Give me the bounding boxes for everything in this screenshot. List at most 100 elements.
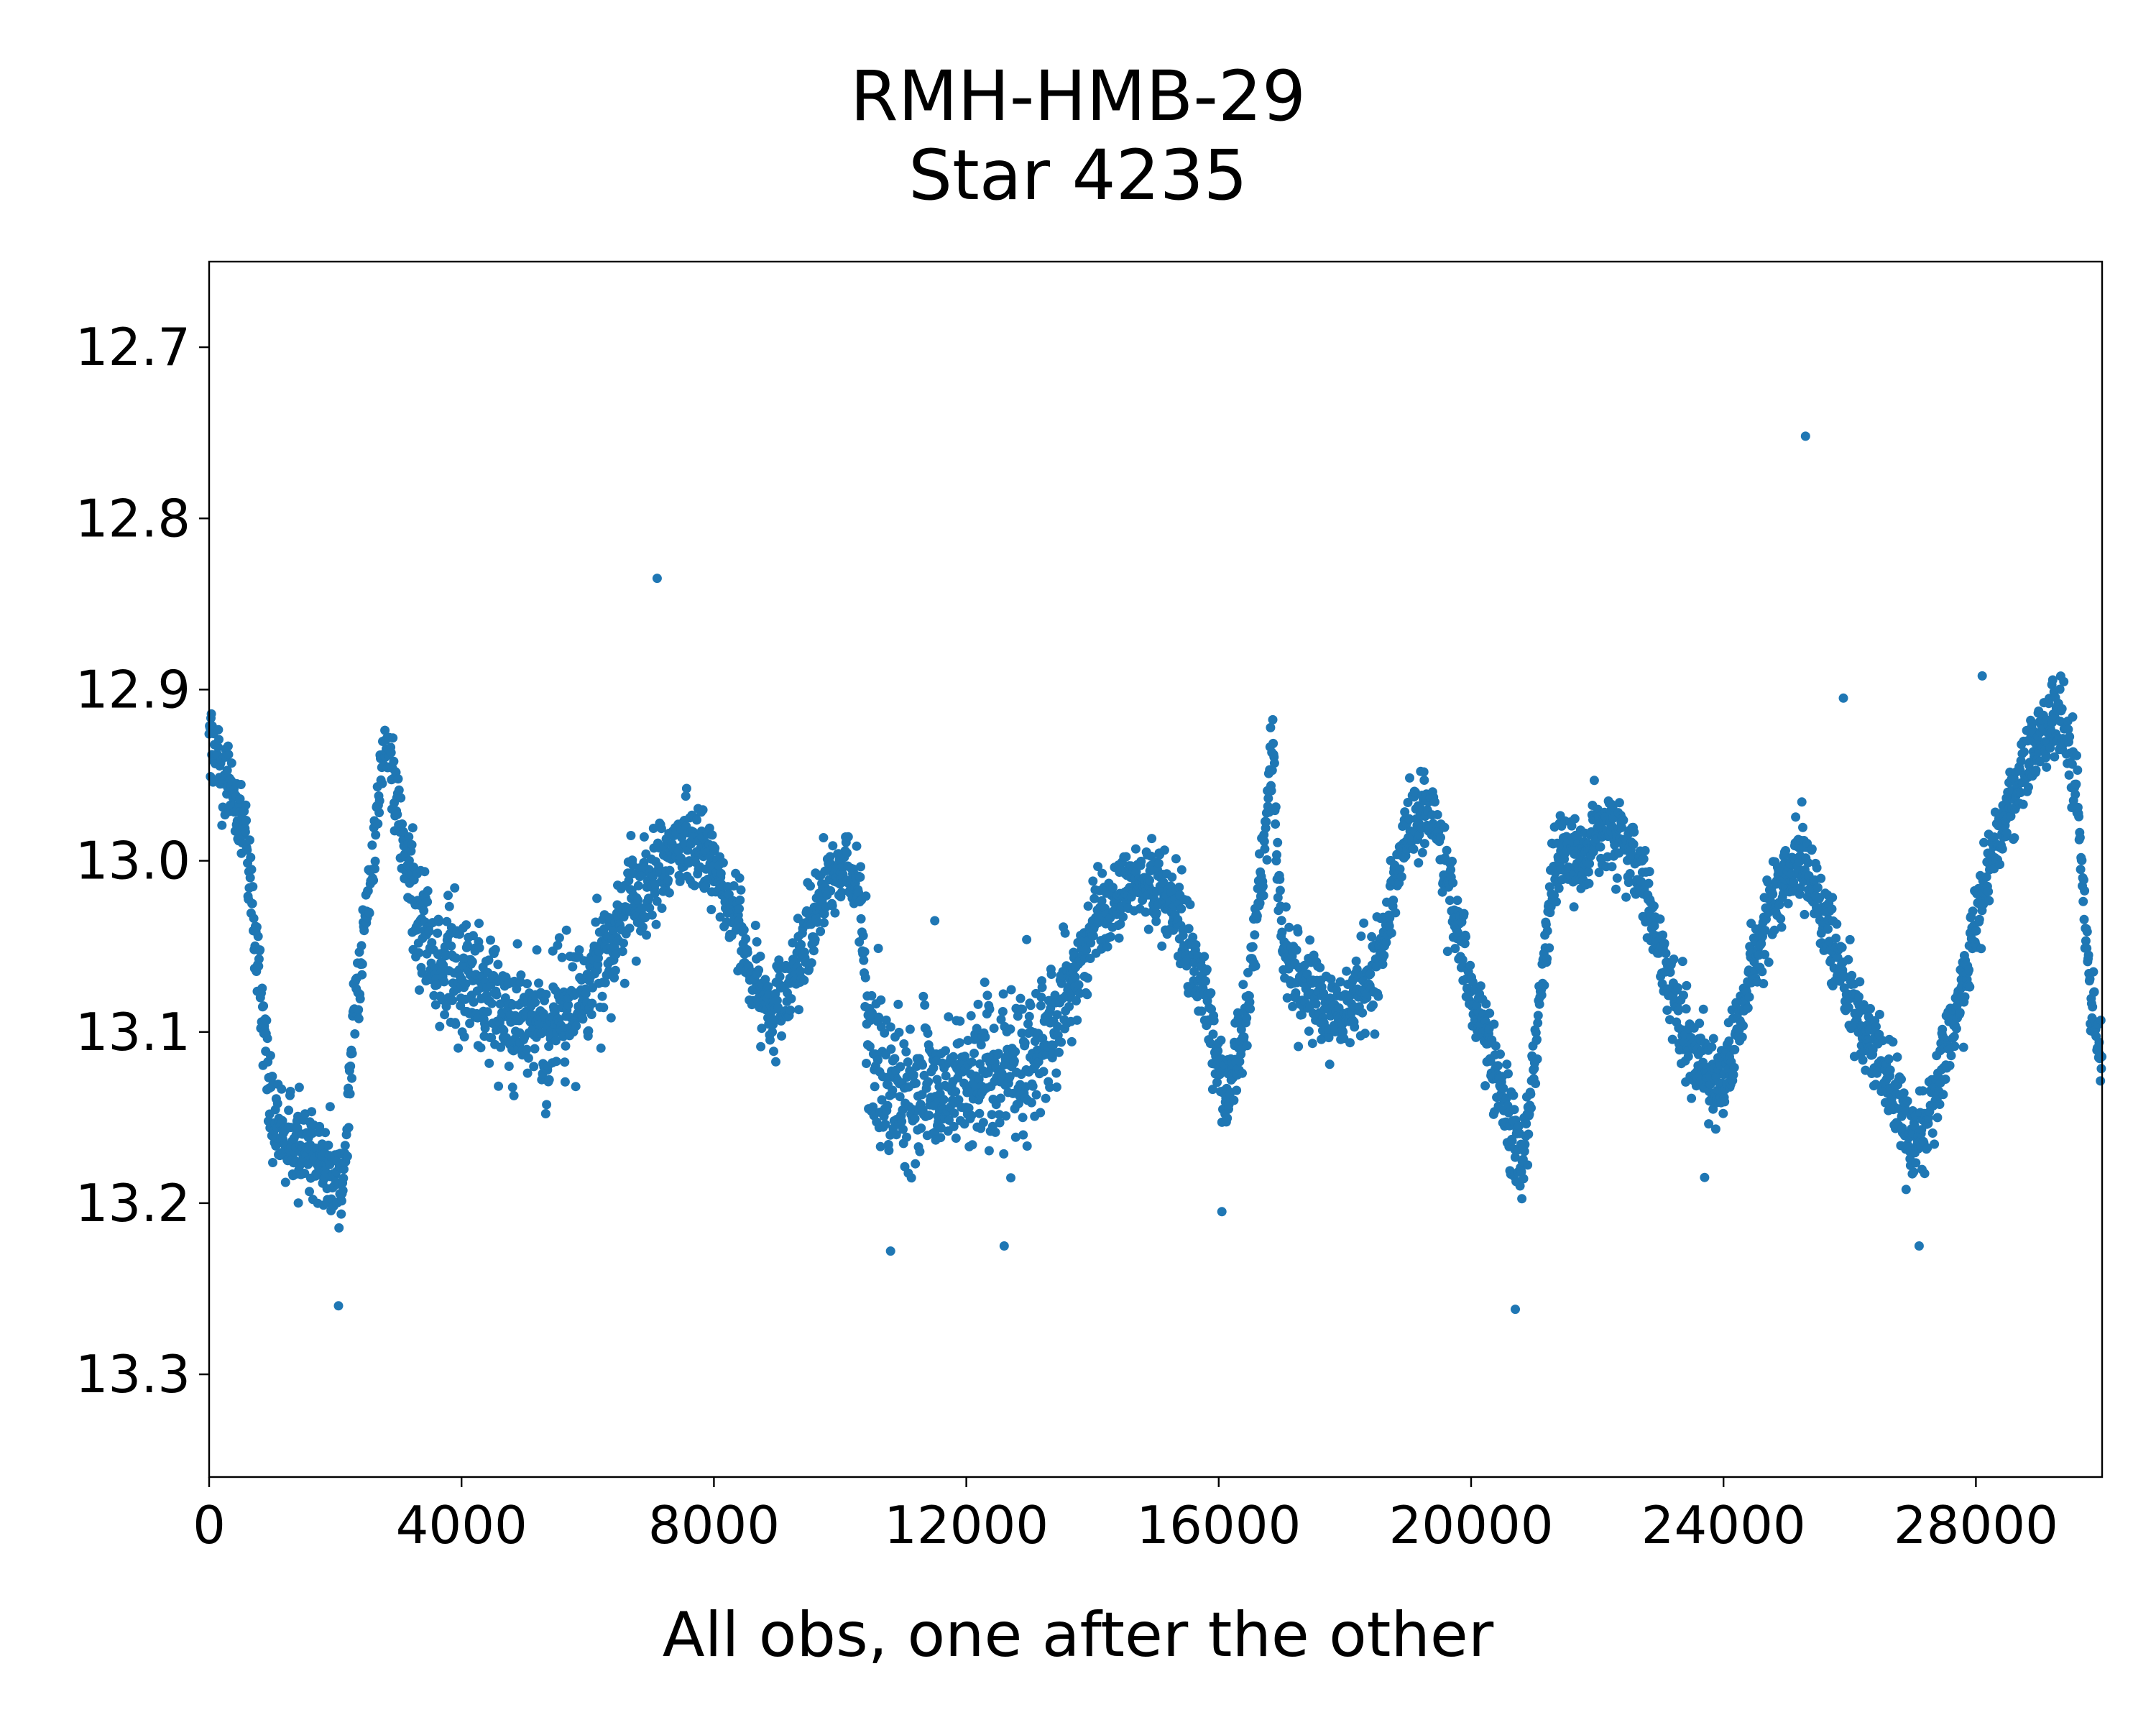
data-point [1088, 931, 1098, 941]
data-point [2047, 675, 2058, 685]
data-point [861, 891, 871, 901]
data-point [1381, 937, 1391, 947]
data-point [1493, 1061, 1503, 1071]
data-point [1920, 1169, 1930, 1179]
data-point [715, 912, 725, 922]
data-point [1519, 1174, 1529, 1184]
data-point [1445, 896, 1455, 906]
data-point [2083, 950, 2093, 960]
data-point [1174, 883, 1184, 892]
data-point [1141, 907, 1151, 917]
data-point [551, 1057, 561, 1067]
data-point [224, 750, 234, 760]
data-point [735, 895, 745, 905]
data-point [987, 1110, 997, 1120]
data-point [786, 1006, 796, 1015]
data-point [441, 1001, 451, 1011]
data-point [910, 1113, 920, 1123]
data-point [1067, 1036, 1077, 1046]
data-point [760, 975, 770, 985]
data-point [799, 975, 809, 985]
data-point [1498, 1083, 1508, 1093]
data-point [936, 1133, 946, 1143]
data-point [1206, 988, 1216, 998]
data-point [941, 1046, 950, 1056]
data-point [1489, 1019, 1499, 1029]
data-point [1037, 983, 1047, 993]
data-point [587, 998, 597, 1008]
data-point [1644, 878, 1654, 888]
x-tick-label: 20000 [1388, 1495, 1553, 1555]
data-point [830, 908, 840, 918]
data-point [1006, 1173, 1015, 1183]
data-point [245, 873, 255, 883]
data-point [1305, 935, 1315, 945]
data-point [769, 1046, 778, 1057]
data-point [542, 1100, 552, 1110]
data-point [949, 1052, 959, 1062]
data-point [554, 933, 564, 943]
data-point [2042, 762, 2052, 772]
data-point [1157, 941, 1167, 951]
data-point [490, 944, 500, 954]
data-point [777, 1031, 786, 1041]
data-point [1345, 1038, 1355, 1048]
data-point [1508, 1090, 1519, 1100]
data-point [692, 815, 701, 825]
data-point [499, 1026, 509, 1036]
data-point [262, 1034, 272, 1044]
data-point [397, 819, 407, 829]
data-point [338, 1173, 349, 1183]
y-tick-label: 13.0 [75, 831, 190, 891]
data-point [755, 952, 765, 961]
data-point [1757, 967, 1767, 977]
data-point [407, 823, 418, 833]
data-point [1271, 802, 1281, 812]
data-point [323, 1140, 333, 1150]
data-point [1964, 965, 1974, 975]
data-point [771, 1057, 780, 1067]
data-point [1159, 845, 1169, 855]
data-point [578, 1014, 588, 1024]
data-point [625, 924, 635, 933]
data-point [1783, 898, 1793, 908]
data-point [1207, 1085, 1217, 1095]
data-point [1569, 902, 1579, 912]
data-point [1897, 1075, 1906, 1085]
data-point [794, 1005, 803, 1015]
data-point [1437, 887, 1447, 897]
data-point [1625, 869, 1635, 878]
data-point [2072, 750, 2081, 760]
data-point [1673, 1006, 1683, 1016]
data-point [419, 906, 429, 916]
data-point [1997, 844, 2007, 854]
data-point [675, 876, 685, 886]
data-point [973, 999, 983, 1009]
data-point [1167, 872, 1177, 882]
data-point [346, 1061, 356, 1071]
data-point [347, 1073, 356, 1083]
data-point [461, 979, 471, 989]
data-point [1827, 904, 1837, 914]
data-point [855, 872, 865, 882]
data-point [364, 908, 374, 918]
data-point [1453, 928, 1462, 937]
data-point [1053, 1021, 1063, 1031]
data-point [389, 756, 399, 766]
data-point [1888, 1037, 1898, 1047]
data-point [1695, 1018, 1705, 1029]
data-point [523, 1053, 533, 1063]
data-point [1874, 1009, 1884, 1019]
outlier-point [930, 916, 940, 926]
data-point [1250, 930, 1260, 940]
data-point [966, 1011, 976, 1021]
data-point [923, 1029, 933, 1038]
data-point [1147, 834, 1157, 844]
data-point [396, 793, 406, 803]
data-point [551, 1036, 561, 1046]
data-point [1242, 1013, 1252, 1023]
data-point [1791, 812, 1801, 822]
data-point [1342, 966, 1352, 976]
data-point [908, 1070, 918, 1080]
data-point [806, 958, 816, 968]
